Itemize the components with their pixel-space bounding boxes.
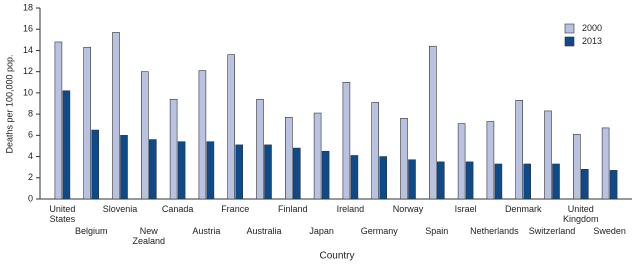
bar — [342, 81, 351, 200]
bar — [400, 118, 408, 200]
bar — [206, 141, 215, 200]
bar — [523, 163, 532, 200]
x-tick-label: Sweden — [593, 226, 626, 236]
bar — [494, 163, 503, 200]
legend-label: 2013 — [582, 36, 602, 46]
bar — [227, 54, 235, 200]
y-tick-label: 16 — [23, 24, 33, 34]
x-tick-label: New Zealand — [133, 226, 166, 246]
x-tick-label: Belgium — [75, 226, 108, 236]
x-tick-label: France — [221, 204, 249, 214]
y-axis-title: Deaths per 100,000 pop. — [4, 54, 14, 153]
y-tick-label: 12 — [23, 66, 33, 76]
bar — [120, 135, 128, 200]
x-tick-label: Spain — [425, 226, 448, 236]
bar — [54, 41, 63, 200]
y-tick-label: 4 — [28, 151, 33, 161]
bar — [486, 121, 495, 200]
x-tick-label: Switzerland — [529, 226, 576, 236]
y-tick-label: 6 — [28, 130, 33, 140]
bar — [350, 155, 359, 200]
bar — [515, 100, 524, 200]
bar — [321, 150, 330, 200]
bar — [544, 110, 552, 200]
bar — [609, 170, 618, 200]
bar — [552, 163, 560, 200]
bar — [62, 90, 71, 200]
x-tick-label: Netherlands — [470, 226, 519, 236]
y-tick-label: 0 — [28, 193, 33, 203]
y-tick-label: 2 — [28, 172, 33, 182]
bar — [264, 144, 272, 200]
x-tick-label: Japan — [309, 226, 334, 236]
y-tick-label: 8 — [28, 108, 33, 118]
bar — [428, 45, 437, 200]
bar — [91, 129, 99, 200]
x-tick-label: Finland — [278, 204, 308, 214]
bar — [83, 46, 91, 200]
y-tick-label: 18 — [23, 2, 33, 12]
bar — [572, 133, 581, 200]
legend-label: 2000 — [582, 23, 602, 33]
x-tick-label: Israel — [455, 204, 477, 214]
x-tick-label: Ireland — [337, 204, 365, 214]
bar — [292, 147, 301, 200]
bar — [436, 161, 445, 200]
bar — [408, 159, 416, 200]
x-tick-label: United States — [49, 204, 75, 224]
x-tick-label: Germany — [361, 226, 399, 236]
bar — [284, 116, 293, 200]
legend-swatch — [564, 23, 575, 34]
y-tick-label: 10 — [23, 87, 33, 97]
bar — [141, 71, 149, 200]
bar — [177, 141, 186, 200]
bar — [465, 161, 474, 200]
bar — [601, 127, 610, 200]
y-tick-label: 14 — [23, 45, 33, 55]
bar — [313, 112, 322, 200]
bar — [112, 32, 120, 200]
bar — [235, 144, 243, 200]
x-tick-label: Australia — [246, 226, 281, 236]
x-tick-label: Norway — [393, 204, 424, 214]
x-axis-title: Country — [319, 251, 354, 262]
bar — [169, 98, 178, 200]
bar — [149, 139, 157, 200]
x-tick-label: United Kingdom — [563, 204, 599, 224]
bar — [457, 123, 466, 200]
bar — [198, 70, 207, 200]
x-tick-label: Slovenia — [103, 204, 138, 214]
bar — [379, 156, 388, 200]
x-tick-label: Canada — [162, 204, 194, 214]
bar — [256, 98, 264, 200]
bar — [371, 102, 380, 200]
x-tick-label: Denmark — [505, 204, 542, 214]
x-tick-label: Austria — [192, 226, 220, 236]
bar — [580, 168, 589, 200]
legend-swatch — [564, 36, 575, 47]
